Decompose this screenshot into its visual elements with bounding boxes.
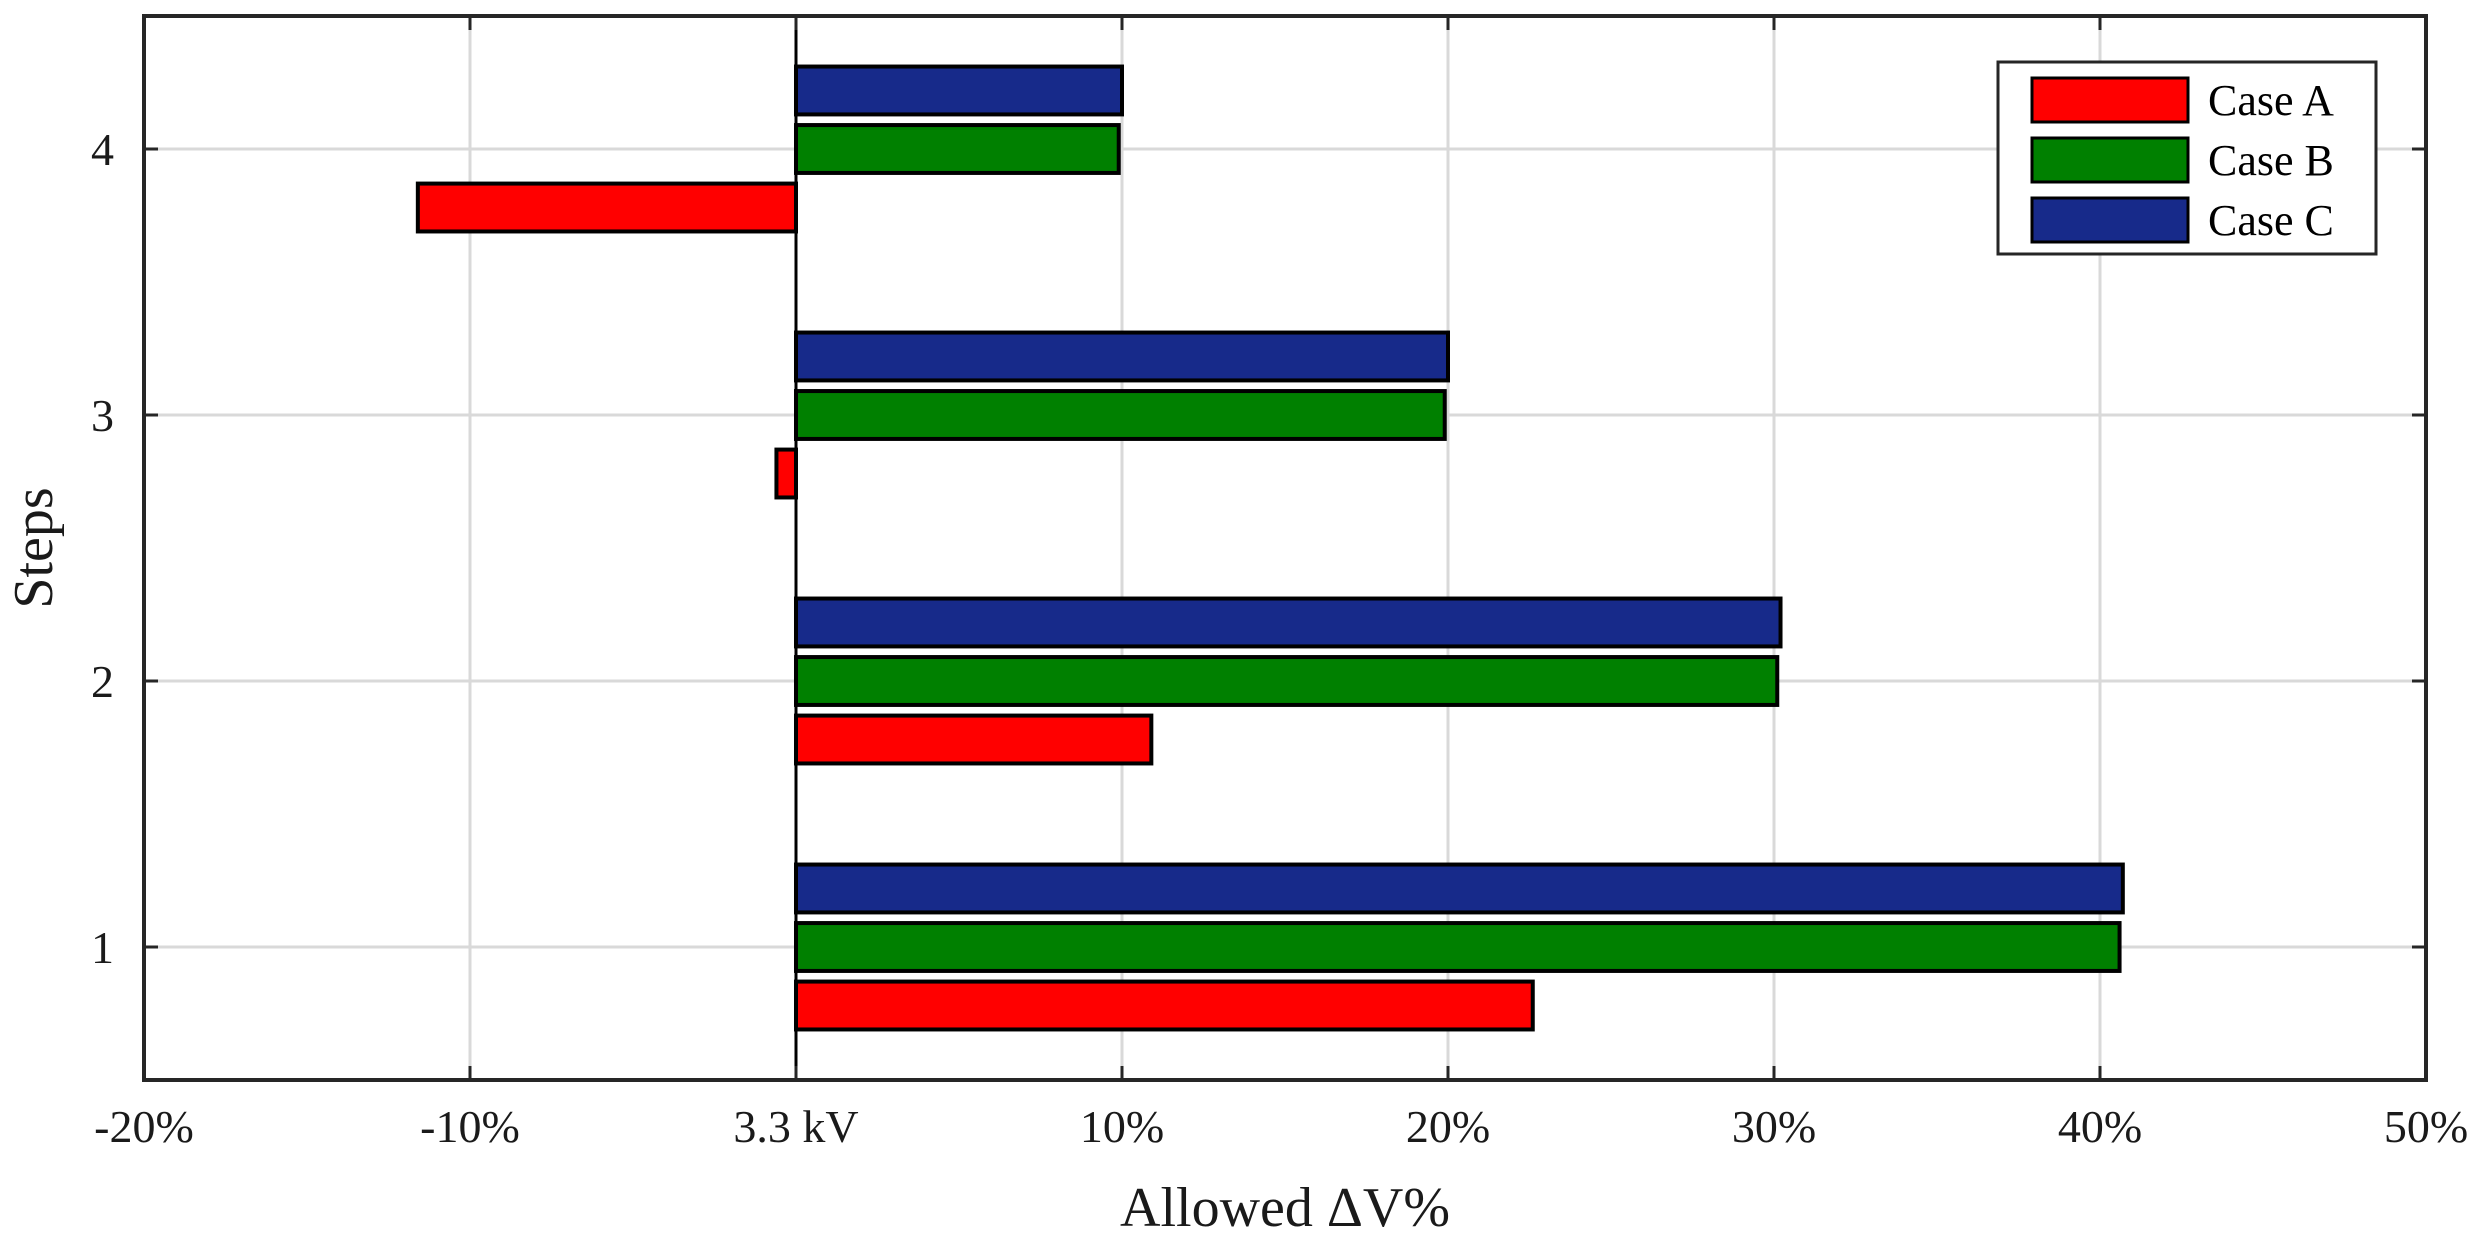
y-tick-label: 4 [91, 124, 114, 175]
x-tick-label: -10% [420, 1101, 520, 1152]
bar-case-c-step-1 [794, 862, 2125, 915]
bar-case-c-step-4 [794, 64, 1124, 117]
legend-swatch-case-c [2030, 196, 2190, 244]
plot-frame [142, 14, 2428, 1082]
bar-case-a-step-4 [415, 181, 798, 234]
bar-case-c-step-3 [794, 330, 1450, 383]
x-tick-label: 30% [1732, 1101, 1816, 1152]
bar-case-b-step-4 [794, 123, 1121, 175]
x-tick-label: -20% [94, 1101, 194, 1152]
legend: Case A Case B Case C [1996, 60, 2378, 256]
legend-label-case-c: Case C [2208, 196, 2334, 245]
x-tick-label: 50% [2384, 1101, 2468, 1152]
x-tick-label: 20% [1406, 1101, 1490, 1152]
x-axis-title: Allowed ΔV% [1120, 1177, 1450, 1239]
y-tick-label: 3 [91, 390, 114, 441]
x-tick-label: 3.3 kV [733, 1101, 858, 1152]
axis-ticks [142, 16, 2428, 1080]
legend-label-case-b: Case B [2208, 136, 2334, 185]
bar-case-b-step-3 [794, 389, 1447, 441]
bar-case-c-step-2 [794, 596, 1783, 649]
bar-case-b-step-2 [794, 655, 1780, 707]
y-tick-label: 2 [91, 656, 114, 707]
y-tick-label: 1 [91, 922, 114, 973]
bar-case-a-step-2 [794, 713, 1154, 766]
bar-case-a-step-1 [794, 979, 1535, 1032]
bar-case-a-step-3 [774, 447, 799, 500]
bar-case-b-step-1 [794, 921, 2122, 973]
x-tick-label: 40% [2058, 1101, 2142, 1152]
x-tick-labels: -20% -10% 3.3 kV 10% 20% 30% 40% 50% [94, 1101, 2468, 1152]
legend-label-case-a: Case A [2208, 76, 2334, 125]
legend-swatch-case-b [2030, 136, 2190, 184]
bars [415, 16, 2125, 1080]
y-axis-title: Steps [3, 487, 65, 608]
legend-swatch-case-a [2030, 76, 2190, 124]
y-tick-labels: 1 2 3 4 [91, 124, 114, 973]
x-tick-label: 10% [1080, 1101, 1164, 1152]
